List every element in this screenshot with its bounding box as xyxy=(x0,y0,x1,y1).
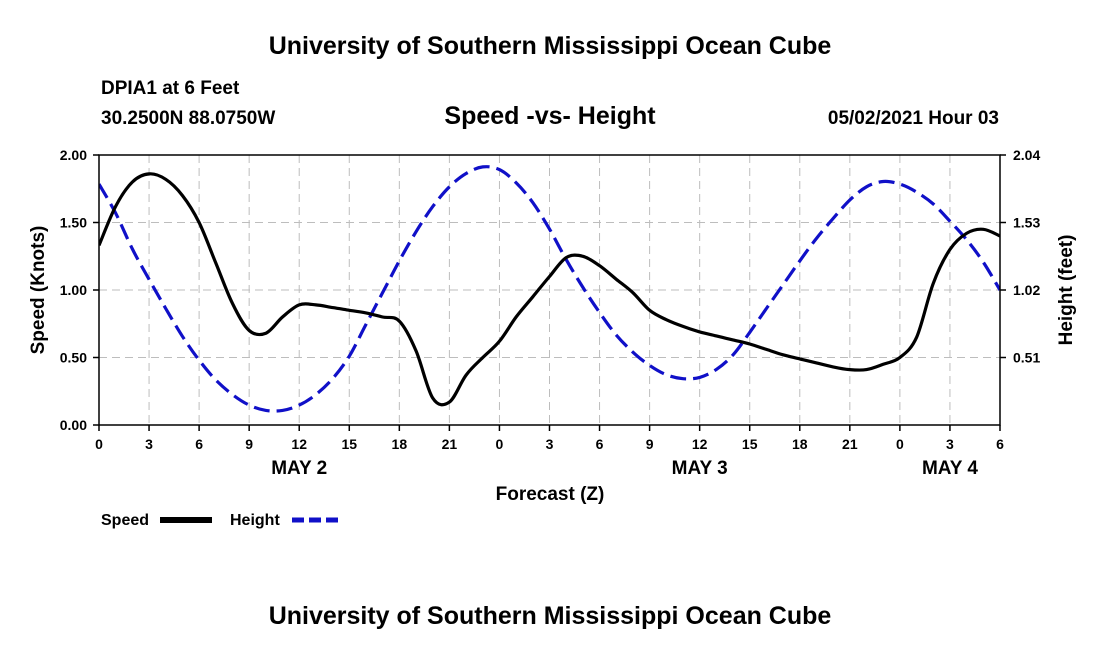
y-tick-label: 0.50 xyxy=(60,350,87,366)
legend-label-speed: Speed xyxy=(101,512,149,529)
x-tick-label: 3 xyxy=(946,436,954,452)
day-label: MAY 4 xyxy=(922,458,978,479)
x-tick-label: 3 xyxy=(145,436,153,452)
x-tick-label: 0 xyxy=(896,436,904,452)
day-label: MAY 2 xyxy=(271,458,327,479)
legend-label-height: Height xyxy=(230,512,280,529)
y2-tick-label: 0.51 xyxy=(1013,350,1040,366)
x-tick-label: 15 xyxy=(341,436,357,452)
x-tick-label: 0 xyxy=(496,436,504,452)
x-tick-label: 0 xyxy=(95,436,103,452)
series-group xyxy=(99,165,1000,413)
y-tick-label: 0.00 xyxy=(60,417,87,433)
series-line-speed xyxy=(99,172,1000,407)
x-tick-label: 21 xyxy=(442,436,458,452)
y2-axis-label: Height (feet) xyxy=(1056,235,1077,346)
coordinates-label: 30.2500N 88.0750W xyxy=(101,108,275,129)
x-tick-label: 12 xyxy=(692,436,708,452)
datetime-label: 05/02/2021 Hour 03 xyxy=(828,108,999,129)
x-tick-label: 18 xyxy=(792,436,808,452)
axes: 0 3 6 9 12 15 18 21 0 3 6 9 12 15 18 21 0 3 6 MAY 2 MAY 3 MAY… xyxy=(60,147,1041,479)
x-tick-label: 12 xyxy=(291,436,307,452)
x-axis-label: Forecast (Z) xyxy=(496,484,605,505)
y-tick-label: 1.00 xyxy=(60,282,87,298)
series-line-height xyxy=(99,165,1000,413)
day-label: MAY 3 xyxy=(672,458,728,479)
station-label: DPIA1 at 6 Feet xyxy=(101,78,240,99)
x-tick-label: 9 xyxy=(646,436,654,452)
x-tick-label: 9 xyxy=(245,436,253,452)
bottom-title: University of Southern Mississippi Ocean… xyxy=(269,602,832,630)
x-tick-label: 6 xyxy=(596,436,604,452)
grid xyxy=(99,155,1000,425)
y2-tick-label: 1.02 xyxy=(1013,282,1040,298)
top-title: University of Southern Mississippi Ocean… xyxy=(269,32,832,60)
y-tick-label: 2.00 xyxy=(60,147,87,163)
x-tick-label: 21 xyxy=(842,436,858,452)
y-axis-label: Speed (Knots) xyxy=(28,226,49,355)
x-tick-label: 6 xyxy=(996,436,1004,452)
y2-tick-label: 2.04 xyxy=(1013,147,1040,163)
legend: Speed Height xyxy=(101,512,342,529)
x-tick-label: 3 xyxy=(546,436,554,452)
y-tick-label: 1.50 xyxy=(60,215,87,231)
x-tick-label: 15 xyxy=(742,436,758,452)
x-tick-label: 18 xyxy=(392,436,408,452)
x-tick-label: 6 xyxy=(195,436,203,452)
y2-tick-label: 1.53 xyxy=(1013,215,1040,231)
chart-title: Speed -vs- Height xyxy=(444,102,656,130)
